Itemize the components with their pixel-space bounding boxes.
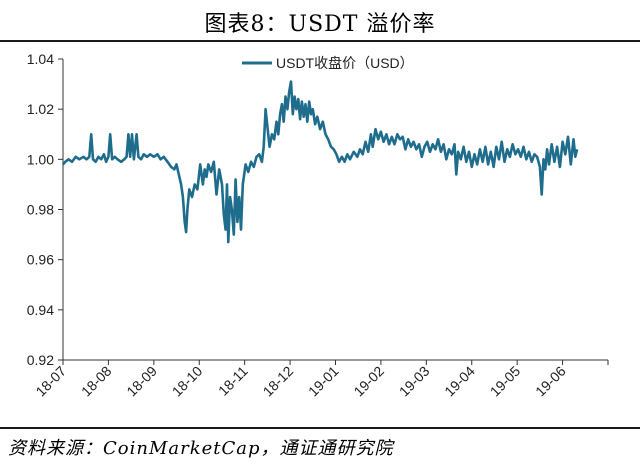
x-tick-label: 19-03 xyxy=(396,363,433,400)
x-tick-label: 19-06 xyxy=(532,363,569,400)
y-tick-label: 0.98 xyxy=(27,202,54,218)
y-tick-label: 0.94 xyxy=(27,302,54,318)
x-tick-label: 18-11 xyxy=(215,363,251,399)
y-tick-label: 0.96 xyxy=(27,252,54,268)
bottom-rule xyxy=(0,427,640,429)
y-tick-label: 0.92 xyxy=(27,352,54,368)
legend: USDT收盘价（USD） xyxy=(242,55,414,71)
legend-label: USDT收盘价（USD） xyxy=(276,55,414,71)
figure-title: 图表8：USDT 溢价率 xyxy=(204,12,436,37)
line-chart: 0.920.940.960.981.001.021.04 18-07 18-08 1… xyxy=(27,51,609,400)
y-tick-label: 1.04 xyxy=(27,51,54,67)
series-group xyxy=(62,80,579,244)
x-tick-label: 19-01 xyxy=(305,363,342,400)
source-note: 资料来源：CoinMarketCap，通证通研究院 xyxy=(8,438,394,459)
x-tick-label: 18-08 xyxy=(78,363,115,400)
y-tick-label: 1.00 xyxy=(27,151,54,167)
x-tick-label: 19-02 xyxy=(350,363,387,400)
x-tick-label: 19-04 xyxy=(441,363,478,400)
chart-axes xyxy=(62,59,608,361)
top-rule xyxy=(0,40,640,42)
x-tick-label: 19-05 xyxy=(487,363,524,400)
y-axis-ticks: 0.92 0.94 0.96 0.98 1.00 1.02 1.04 xyxy=(27,51,63,368)
x-tick-label: 18-12 xyxy=(260,363,297,400)
x-axis-ticks: 18-07 18-08 18-09 18-10 18-11 18-12 19-01 19-02… xyxy=(32,360,609,400)
x-tick-label: 18-10 xyxy=(169,363,206,400)
series-line-usdt-close xyxy=(62,80,579,244)
x-tick-label: 18-09 xyxy=(123,363,160,400)
x-tick-label: 18-07 xyxy=(32,363,69,400)
y-tick-label: 1.02 xyxy=(27,101,54,117)
